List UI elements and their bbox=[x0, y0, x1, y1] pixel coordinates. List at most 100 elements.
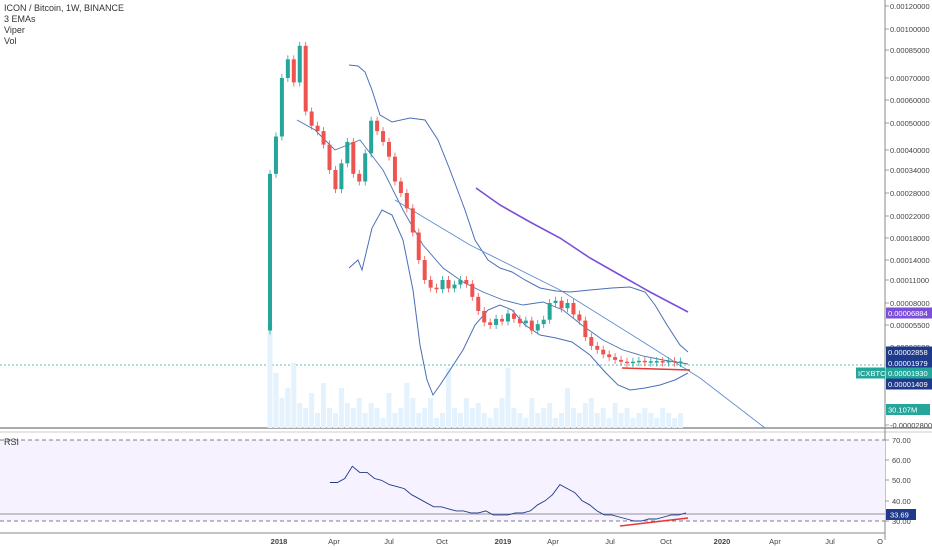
rsi-tick-label: 30.00 bbox=[892, 517, 911, 526]
candle-body bbox=[553, 300, 558, 303]
volume-bar bbox=[600, 408, 606, 428]
time-tick-label: Oct bbox=[660, 537, 673, 546]
volume-bars bbox=[267, 323, 684, 428]
candle-body bbox=[660, 361, 665, 363]
candle-body bbox=[607, 354, 612, 358]
price-tick-label: 0.00018000 bbox=[890, 234, 930, 243]
price-label-box bbox=[886, 357, 932, 369]
volume-bar bbox=[576, 413, 582, 428]
price-tick-label: 0.00100000 bbox=[890, 25, 930, 34]
volume-bar bbox=[529, 398, 535, 428]
volume-bar bbox=[451, 408, 457, 428]
volume-bar bbox=[570, 408, 576, 428]
candle-body bbox=[470, 283, 475, 297]
time-tick-label: Jul bbox=[825, 537, 835, 546]
candle-body bbox=[339, 163, 344, 190]
volume-bar bbox=[291, 363, 297, 428]
rsi-line bbox=[330, 465, 687, 522]
volume-bar bbox=[332, 413, 338, 428]
volume-bar bbox=[416, 413, 422, 428]
candle-body bbox=[303, 45, 308, 112]
volume-bar bbox=[565, 388, 570, 428]
volume-bar bbox=[321, 383, 327, 428]
time-tick-label: Jul bbox=[384, 537, 394, 546]
volume-bar bbox=[606, 418, 612, 428]
volume-bar bbox=[672, 418, 678, 428]
time-tick-label: Apr bbox=[328, 537, 340, 546]
volume-bar bbox=[285, 388, 291, 428]
candle-body bbox=[404, 193, 409, 209]
volume-bar bbox=[523, 418, 529, 428]
volume-bar bbox=[309, 393, 315, 428]
candle-body bbox=[541, 319, 546, 325]
rsi-band bbox=[0, 440, 885, 521]
volume-bar bbox=[678, 413, 684, 428]
candle-body bbox=[517, 318, 522, 324]
candle-body bbox=[279, 78, 284, 137]
candle-body bbox=[654, 361, 659, 363]
volume-bar bbox=[642, 408, 648, 428]
candles bbox=[268, 41, 683, 368]
symbol-tag-box bbox=[856, 367, 885, 379]
volume-bar bbox=[327, 408, 332, 428]
candle-body bbox=[363, 153, 368, 182]
volume-bar bbox=[386, 393, 392, 428]
volume-bar bbox=[350, 408, 356, 428]
candle-body bbox=[625, 361, 629, 364]
legend-study-vol[interactable]: Vol bbox=[4, 36, 17, 46]
volume-bar bbox=[422, 408, 428, 428]
candle-body bbox=[636, 360, 641, 363]
volume-bar bbox=[487, 418, 493, 428]
price-tick-label: 0.00070000 bbox=[890, 74, 930, 83]
volume-bar bbox=[315, 413, 321, 428]
candle-body bbox=[446, 280, 451, 289]
candle-body bbox=[529, 320, 534, 331]
time-tick-label: Apr bbox=[547, 537, 559, 546]
candle-body bbox=[547, 303, 552, 320]
rsi-current-label: 33.69 bbox=[890, 511, 909, 520]
volume-bar bbox=[279, 398, 285, 428]
time-tick-label: 2019 bbox=[495, 537, 512, 546]
volume-label: 30.107M bbox=[888, 406, 917, 415]
candle-body bbox=[333, 170, 338, 190]
volume-bar bbox=[481, 413, 487, 428]
candle-body bbox=[619, 359, 624, 362]
volume-bar bbox=[666, 413, 672, 428]
price-label-text: 0.00002858 bbox=[888, 348, 928, 357]
upper-band bbox=[348, 64, 689, 353]
price-tick-label: 0.00005500 bbox=[890, 321, 930, 330]
volume-bar bbox=[457, 413, 463, 428]
volume-bar bbox=[624, 408, 630, 428]
candle-body bbox=[506, 313, 510, 322]
rsi-pane-label[interactable]: RSI bbox=[4, 437, 20, 447]
volume-bar bbox=[374, 408, 380, 428]
volume-bar bbox=[303, 408, 309, 428]
candle-body bbox=[375, 120, 380, 132]
candle-body bbox=[309, 111, 314, 126]
price-tick-label: 0.00060000 bbox=[890, 96, 930, 105]
volume-label-box bbox=[886, 404, 930, 415]
rsi-divergence-line bbox=[619, 517, 689, 527]
legend-study-viper[interactable]: Viper bbox=[4, 25, 25, 35]
candle-body bbox=[482, 310, 487, 323]
volume-bar bbox=[493, 408, 499, 428]
legend-study-ema[interactable]: 3 EMAs bbox=[4, 14, 36, 24]
candle-body bbox=[297, 45, 302, 83]
candle-body bbox=[678, 361, 683, 363]
volume-bar bbox=[362, 413, 368, 428]
time-tick-label: 2018 bbox=[271, 537, 288, 546]
candle-body bbox=[369, 120, 374, 154]
candle-body bbox=[511, 313, 516, 319]
candle-body bbox=[416, 232, 421, 260]
rsi-tick-label: 50.00 bbox=[892, 476, 911, 485]
volume-bar bbox=[594, 413, 600, 428]
candle-body bbox=[392, 156, 397, 182]
volume-bar bbox=[618, 413, 624, 428]
chart-legend: ICON / Bitcoin, 1W, BINANCE 3 EMAs Viper… bbox=[4, 3, 124, 47]
candle-body bbox=[630, 361, 635, 364]
candle-body bbox=[327, 144, 332, 170]
candle-body bbox=[535, 324, 540, 331]
volume-bar bbox=[588, 398, 594, 428]
